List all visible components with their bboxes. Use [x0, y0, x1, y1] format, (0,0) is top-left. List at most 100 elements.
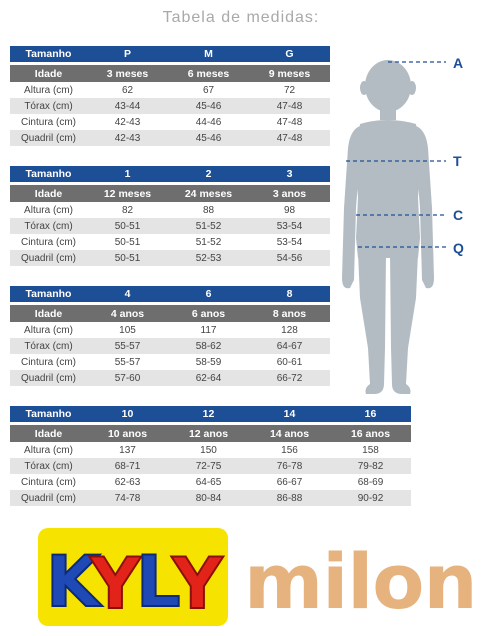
measure-value: 64-65	[168, 474, 249, 490]
age-row: Idade 12 meses 24 meses 3 anos	[10, 183, 330, 202]
measure-label: Tórax (cm)	[10, 458, 87, 474]
measure-label: Altura (cm)	[10, 202, 87, 218]
measure-label: Cintura (cm)	[10, 234, 87, 250]
size-header-cell: Tamanho	[10, 286, 87, 305]
measure-row: Cintura (cm) 62-63 64-65 66-67 68-69	[10, 474, 411, 490]
measure-value: 62	[87, 82, 168, 98]
measure-row: Quadril (cm) 74-78 80-84 86-88 90-92	[10, 490, 411, 506]
age-cell: Idade	[10, 63, 87, 82]
measure-row: Quadril (cm) 50-51 52-53 54-56	[10, 250, 330, 266]
measure-value: 47-48	[249, 114, 330, 130]
waist-marker-label: C	[453, 207, 464, 223]
age-cell: Idade	[10, 303, 87, 322]
age-cell: 14 anos	[249, 423, 330, 442]
measure-row: Altura (cm) 82 88 98	[10, 202, 330, 218]
measure-value: 45-46	[168, 98, 249, 114]
size-table-3: Tamanho 4 6 8 Idade 4 anos 6 anos 8 anos…	[10, 286, 330, 386]
age-cell: 9 meses	[249, 63, 330, 82]
size-header-cell: 6	[168, 286, 249, 305]
measure-value: 58-59	[168, 354, 249, 370]
kyly-letter-y2: Y	[171, 543, 224, 625]
measure-label: Cintura (cm)	[10, 474, 87, 490]
measure-row: Altura (cm) 105 117 128	[10, 322, 330, 338]
measure-row: Cintura (cm) 42-43 44-46 47-48	[10, 114, 330, 130]
measure-value: 137	[87, 442, 168, 458]
size-header-cell: 2	[168, 166, 249, 185]
measure-row: Cintura (cm) 55-57 58-59 60-61	[10, 354, 330, 370]
measure-value: 51-52	[168, 234, 249, 250]
size-table-1: Tamanho P M G Idade 3 meses 6 meses 9 me…	[10, 46, 330, 146]
age-row: Idade 4 anos 6 anos 8 anos	[10, 303, 330, 322]
measure-row: Tórax (cm) 43-44 45-46 47-48	[10, 98, 330, 114]
size-header-cell: 10	[87, 406, 168, 425]
size-header-cell: M	[168, 46, 249, 65]
age-row: Idade 3 meses 6 meses 9 meses	[10, 63, 330, 82]
age-cell: 3 anos	[249, 183, 330, 202]
measure-row: Altura (cm) 137 150 156 158	[10, 442, 411, 458]
size-header-cell: 8	[249, 286, 330, 305]
size-header-row: Tamanho P M G	[10, 46, 330, 65]
measure-label: Tórax (cm)	[10, 218, 87, 234]
size-header-cell: G	[249, 46, 330, 65]
measure-value: 53-54	[249, 234, 330, 250]
measure-value: 98	[249, 202, 330, 218]
measure-label: Tórax (cm)	[10, 98, 87, 114]
measure-value: 58-62	[168, 338, 249, 354]
age-row: Idade 10 anos 12 anos 14 anos 16 anos	[10, 423, 411, 442]
measure-row: Altura (cm) 62 67 72	[10, 82, 330, 98]
measure-value: 72	[249, 82, 330, 98]
measure-value: 76-78	[249, 458, 330, 474]
measure-value: 82	[87, 202, 168, 218]
measure-label: Quadril (cm)	[10, 130, 87, 146]
measure-value: 86-88	[249, 490, 330, 506]
size-header-cell: 1	[87, 166, 168, 185]
size-header-cell: 12	[168, 406, 249, 425]
measure-value: 88	[168, 202, 249, 218]
measure-value: 47-48	[249, 98, 330, 114]
measure-row: Quadril (cm) 57-60 62-64 66-72	[10, 370, 330, 386]
kyly-logo: K Y L Y	[38, 528, 228, 626]
age-cell: 10 anos	[87, 423, 168, 442]
measure-label: Altura (cm)	[10, 82, 87, 98]
measure-value: 64-67	[249, 338, 330, 354]
milon-logo: milon	[244, 537, 478, 626]
size-header-cell: P	[87, 46, 168, 65]
measure-value: 47-48	[249, 130, 330, 146]
measure-value: 67	[168, 82, 249, 98]
age-cell: 6 meses	[168, 63, 249, 82]
kyly-letter-y1: Y	[89, 543, 142, 625]
measure-value: 42-43	[87, 130, 168, 146]
measure-value: 44-46	[168, 114, 249, 130]
measure-value: 66-67	[249, 474, 330, 490]
measure-value: 62-64	[168, 370, 249, 386]
measure-label: Cintura (cm)	[10, 114, 87, 130]
size-header-row: Tamanho 10 12 14 16	[10, 406, 411, 425]
age-cell: 12 meses	[87, 183, 168, 202]
measure-row: Tórax (cm) 68-71 72-75 76-78 79-82	[10, 458, 411, 474]
size-header-row: Tamanho 4 6 8	[10, 286, 330, 305]
measure-value: 158	[330, 442, 411, 458]
age-cell: 8 anos	[249, 303, 330, 322]
measure-value: 55-57	[87, 354, 168, 370]
size-table-4: Tamanho 10 12 14 16 Idade 10 anos 12 ano…	[10, 406, 411, 506]
body-silhouette-figure	[342, 60, 446, 394]
measure-value: 72-75	[168, 458, 249, 474]
measure-label: Quadril (cm)	[10, 370, 87, 386]
size-header-cell: 4	[87, 286, 168, 305]
measure-label: Quadril (cm)	[10, 490, 87, 506]
size-header-row: Tamanho 1 2 3	[10, 166, 330, 185]
age-cell: 16 anos	[330, 423, 411, 442]
size-table-2: Tamanho 1 2 3 Idade 12 meses 24 meses 3 …	[10, 166, 330, 266]
size-header-cell: Tamanho	[10, 166, 87, 185]
brand-logos: K Y L Y milon	[0, 522, 482, 636]
measure-value: 68-69	[330, 474, 411, 490]
age-cell: 3 meses	[87, 63, 168, 82]
measure-value: 43-44	[87, 98, 168, 114]
measure-value: 50-51	[87, 234, 168, 250]
age-cell: Idade	[10, 183, 87, 202]
age-cell: 12 anos	[168, 423, 249, 442]
measure-row: Tórax (cm) 55-57 58-62 64-67	[10, 338, 330, 354]
measure-value: 105	[87, 322, 168, 338]
chest-marker-label: T	[453, 153, 462, 169]
measure-value: 45-46	[168, 130, 249, 146]
